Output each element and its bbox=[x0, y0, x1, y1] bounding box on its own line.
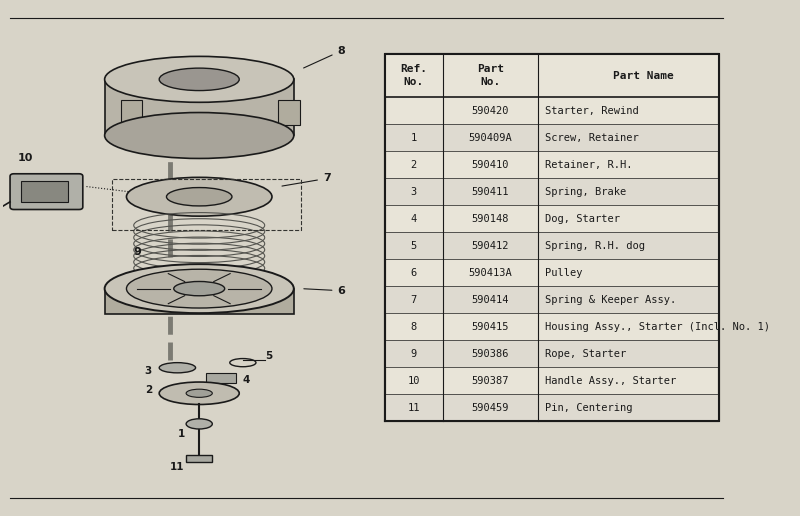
FancyBboxPatch shape bbox=[21, 182, 68, 202]
Text: Ref.
No.: Ref. No. bbox=[400, 64, 427, 87]
FancyBboxPatch shape bbox=[385, 232, 719, 259]
Text: 590409A: 590409A bbox=[468, 133, 512, 143]
Text: 590387: 590387 bbox=[471, 376, 509, 386]
Text: Dog, Starter: Dog, Starter bbox=[545, 214, 620, 224]
Text: Pulley: Pulley bbox=[545, 268, 582, 278]
FancyBboxPatch shape bbox=[10, 174, 83, 209]
Ellipse shape bbox=[159, 363, 195, 373]
FancyBboxPatch shape bbox=[105, 288, 294, 314]
Text: 10: 10 bbox=[407, 376, 420, 386]
FancyBboxPatch shape bbox=[385, 394, 719, 422]
FancyBboxPatch shape bbox=[385, 178, 719, 205]
FancyBboxPatch shape bbox=[105, 79, 294, 136]
Ellipse shape bbox=[105, 56, 294, 102]
Text: Rope, Starter: Rope, Starter bbox=[545, 349, 626, 359]
Text: 590386: 590386 bbox=[471, 349, 509, 359]
FancyBboxPatch shape bbox=[186, 455, 212, 462]
Text: 8: 8 bbox=[304, 46, 345, 68]
Text: 590410: 590410 bbox=[471, 160, 509, 170]
Text: 5: 5 bbox=[410, 241, 417, 251]
Text: 8: 8 bbox=[410, 322, 417, 332]
Text: 1: 1 bbox=[178, 429, 185, 439]
Text: Handle Assy., Starter: Handle Assy., Starter bbox=[545, 376, 676, 386]
FancyBboxPatch shape bbox=[385, 286, 719, 313]
Text: 7: 7 bbox=[282, 173, 330, 186]
Text: 9: 9 bbox=[134, 248, 142, 257]
Text: 6: 6 bbox=[304, 286, 346, 296]
Text: 590459: 590459 bbox=[471, 403, 509, 413]
FancyBboxPatch shape bbox=[385, 54, 719, 422]
FancyBboxPatch shape bbox=[385, 124, 719, 151]
Ellipse shape bbox=[186, 389, 212, 397]
Text: Housing Assy., Starter (Incl. No. 1): Housing Assy., Starter (Incl. No. 1) bbox=[545, 322, 770, 332]
Text: 590414: 590414 bbox=[471, 295, 509, 305]
Ellipse shape bbox=[159, 382, 239, 405]
Text: 5: 5 bbox=[265, 350, 272, 361]
Text: 11: 11 bbox=[170, 462, 185, 472]
Text: Part
No.: Part No. bbox=[477, 64, 504, 87]
Ellipse shape bbox=[126, 178, 272, 216]
Text: 4: 4 bbox=[243, 375, 250, 385]
Text: 590413A: 590413A bbox=[468, 268, 512, 278]
Ellipse shape bbox=[159, 68, 239, 91]
Text: 4: 4 bbox=[410, 214, 417, 224]
Text: 590415: 590415 bbox=[471, 322, 509, 332]
Ellipse shape bbox=[166, 187, 232, 206]
Text: 590412: 590412 bbox=[471, 241, 509, 251]
Text: 10: 10 bbox=[18, 153, 33, 163]
FancyBboxPatch shape bbox=[121, 100, 142, 125]
Text: 2: 2 bbox=[145, 385, 152, 395]
Text: 3: 3 bbox=[145, 366, 152, 376]
Text: 11: 11 bbox=[407, 403, 420, 413]
FancyBboxPatch shape bbox=[206, 373, 235, 383]
Text: Screw, Retainer: Screw, Retainer bbox=[545, 133, 638, 143]
FancyBboxPatch shape bbox=[385, 54, 719, 97]
Text: 590411: 590411 bbox=[471, 187, 509, 197]
Text: Spring & Keeper Assy.: Spring & Keeper Assy. bbox=[545, 295, 676, 305]
Text: 590148: 590148 bbox=[471, 214, 509, 224]
FancyBboxPatch shape bbox=[278, 100, 300, 125]
Text: Spring, Brake: Spring, Brake bbox=[545, 187, 626, 197]
Text: 6: 6 bbox=[410, 268, 417, 278]
Ellipse shape bbox=[174, 282, 225, 296]
Text: 590420: 590420 bbox=[471, 106, 509, 116]
Text: 1: 1 bbox=[410, 133, 417, 143]
Ellipse shape bbox=[126, 269, 272, 308]
Text: 3: 3 bbox=[410, 187, 417, 197]
Text: 9: 9 bbox=[410, 349, 417, 359]
Text: Retainer, R.H.: Retainer, R.H. bbox=[545, 160, 632, 170]
Text: Spring, R.H. dog: Spring, R.H. dog bbox=[545, 241, 645, 251]
Text: 2: 2 bbox=[410, 160, 417, 170]
Ellipse shape bbox=[105, 264, 294, 313]
Text: Pin, Centering: Pin, Centering bbox=[545, 403, 632, 413]
Text: Part Name: Part Name bbox=[613, 71, 674, 80]
Text: 7: 7 bbox=[410, 295, 417, 305]
Text: Starter, Rewind: Starter, Rewind bbox=[545, 106, 638, 116]
Ellipse shape bbox=[105, 112, 294, 158]
FancyBboxPatch shape bbox=[385, 341, 719, 367]
Ellipse shape bbox=[186, 419, 212, 429]
